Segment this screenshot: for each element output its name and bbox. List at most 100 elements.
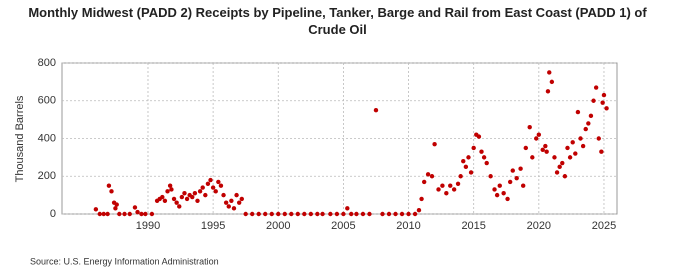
data-point — [113, 206, 118, 211]
data-point — [444, 191, 449, 196]
data-point — [328, 211, 333, 217]
data-point — [195, 198, 200, 203]
data-point — [419, 196, 424, 202]
data-point — [143, 211, 148, 217]
data-point — [269, 211, 274, 217]
data-point — [341, 211, 346, 217]
data-point — [210, 185, 216, 190]
data-point — [586, 121, 591, 126]
data-point — [565, 145, 570, 151]
y-tick-label: 600 — [38, 95, 56, 107]
data-point — [543, 143, 548, 149]
data-point — [169, 187, 174, 192]
data-point — [479, 149, 484, 154]
data-point — [114, 202, 119, 207]
data-point — [167, 183, 173, 188]
data-point — [523, 145, 529, 151]
data-point — [540, 147, 545, 153]
data-point — [216, 179, 221, 185]
data-point — [604, 106, 609, 111]
data-point — [451, 187, 457, 192]
data-point — [345, 206, 350, 211]
data-point — [282, 211, 287, 217]
data-point — [520, 183, 526, 188]
data-point — [182, 191, 187, 196]
data-point — [505, 196, 510, 202]
data-point — [436, 187, 441, 192]
data-point — [308, 211, 314, 217]
data-point — [367, 211, 372, 217]
data-point — [127, 211, 132, 217]
data-point — [179, 194, 185, 200]
data-point — [497, 183, 502, 188]
x-tick-label: 2025 — [592, 220, 616, 232]
data-point — [132, 205, 138, 210]
data-point — [295, 211, 301, 217]
data-point — [476, 134, 482, 139]
data-point — [243, 211, 248, 217]
data-point — [135, 209, 140, 215]
data-point — [591, 98, 596, 103]
x-tick-label: 2000 — [266, 220, 290, 232]
data-point — [250, 211, 255, 217]
data-point — [468, 170, 474, 175]
data-point — [471, 145, 476, 151]
data-point — [601, 92, 607, 98]
data-point — [203, 192, 208, 198]
data-point — [466, 155, 471, 160]
data-point — [501, 191, 506, 196]
data-point — [547, 70, 552, 75]
data-point — [567, 155, 573, 160]
data-point — [557, 164, 562, 170]
data-point — [315, 211, 320, 217]
data-point — [106, 183, 112, 188]
data-point — [429, 174, 435, 179]
data-point — [263, 211, 268, 217]
data-point — [139, 211, 144, 217]
data-point — [399, 211, 405, 217]
data-point — [105, 211, 110, 217]
data-point — [562, 174, 568, 179]
data-point — [109, 189, 114, 194]
data-point — [588, 113, 594, 119]
data-point — [575, 109, 581, 115]
data-point — [425, 172, 431, 177]
data-point — [518, 166, 523, 171]
x-tick-label: 1990 — [136, 220, 160, 232]
data-point — [160, 194, 165, 200]
data-point — [349, 211, 354, 217]
data-point — [481, 155, 487, 160]
data-point — [461, 158, 466, 164]
data-point — [354, 211, 359, 217]
data-point — [320, 211, 325, 217]
data-point — [549, 79, 555, 85]
data-point — [484, 160, 489, 166]
data-point — [600, 100, 605, 105]
source: Source: U.S. Energy Information Administ… — [30, 256, 219, 266]
chart-title: Monthly Midwest (PADD 2) Receipts by Pip… — [28, 5, 647, 37]
data-point — [463, 164, 469, 170]
data-point — [239, 196, 244, 202]
data-point — [213, 189, 218, 194]
y-axis-label: Thousand Barrels — [14, 95, 26, 182]
data-point — [226, 204, 231, 209]
data-point — [440, 183, 445, 188]
y-tick-label: 800 — [38, 57, 56, 69]
data-point — [554, 170, 560, 175]
data-point — [218, 183, 224, 188]
data-point — [162, 198, 168, 203]
x-tick-label: 2005 — [331, 220, 355, 232]
data-point — [530, 155, 535, 160]
data-point — [578, 136, 583, 141]
data-point — [488, 174, 493, 179]
data-point — [573, 151, 578, 156]
data-point — [494, 192, 500, 198]
data-point — [302, 211, 307, 217]
data-point — [514, 175, 519, 181]
data-point — [97, 211, 102, 217]
x-tick-label: 2020 — [527, 220, 551, 232]
x-tick-label: 2015 — [461, 220, 485, 232]
data-point — [190, 194, 195, 200]
x-tick-label: 2010 — [396, 220, 420, 232]
